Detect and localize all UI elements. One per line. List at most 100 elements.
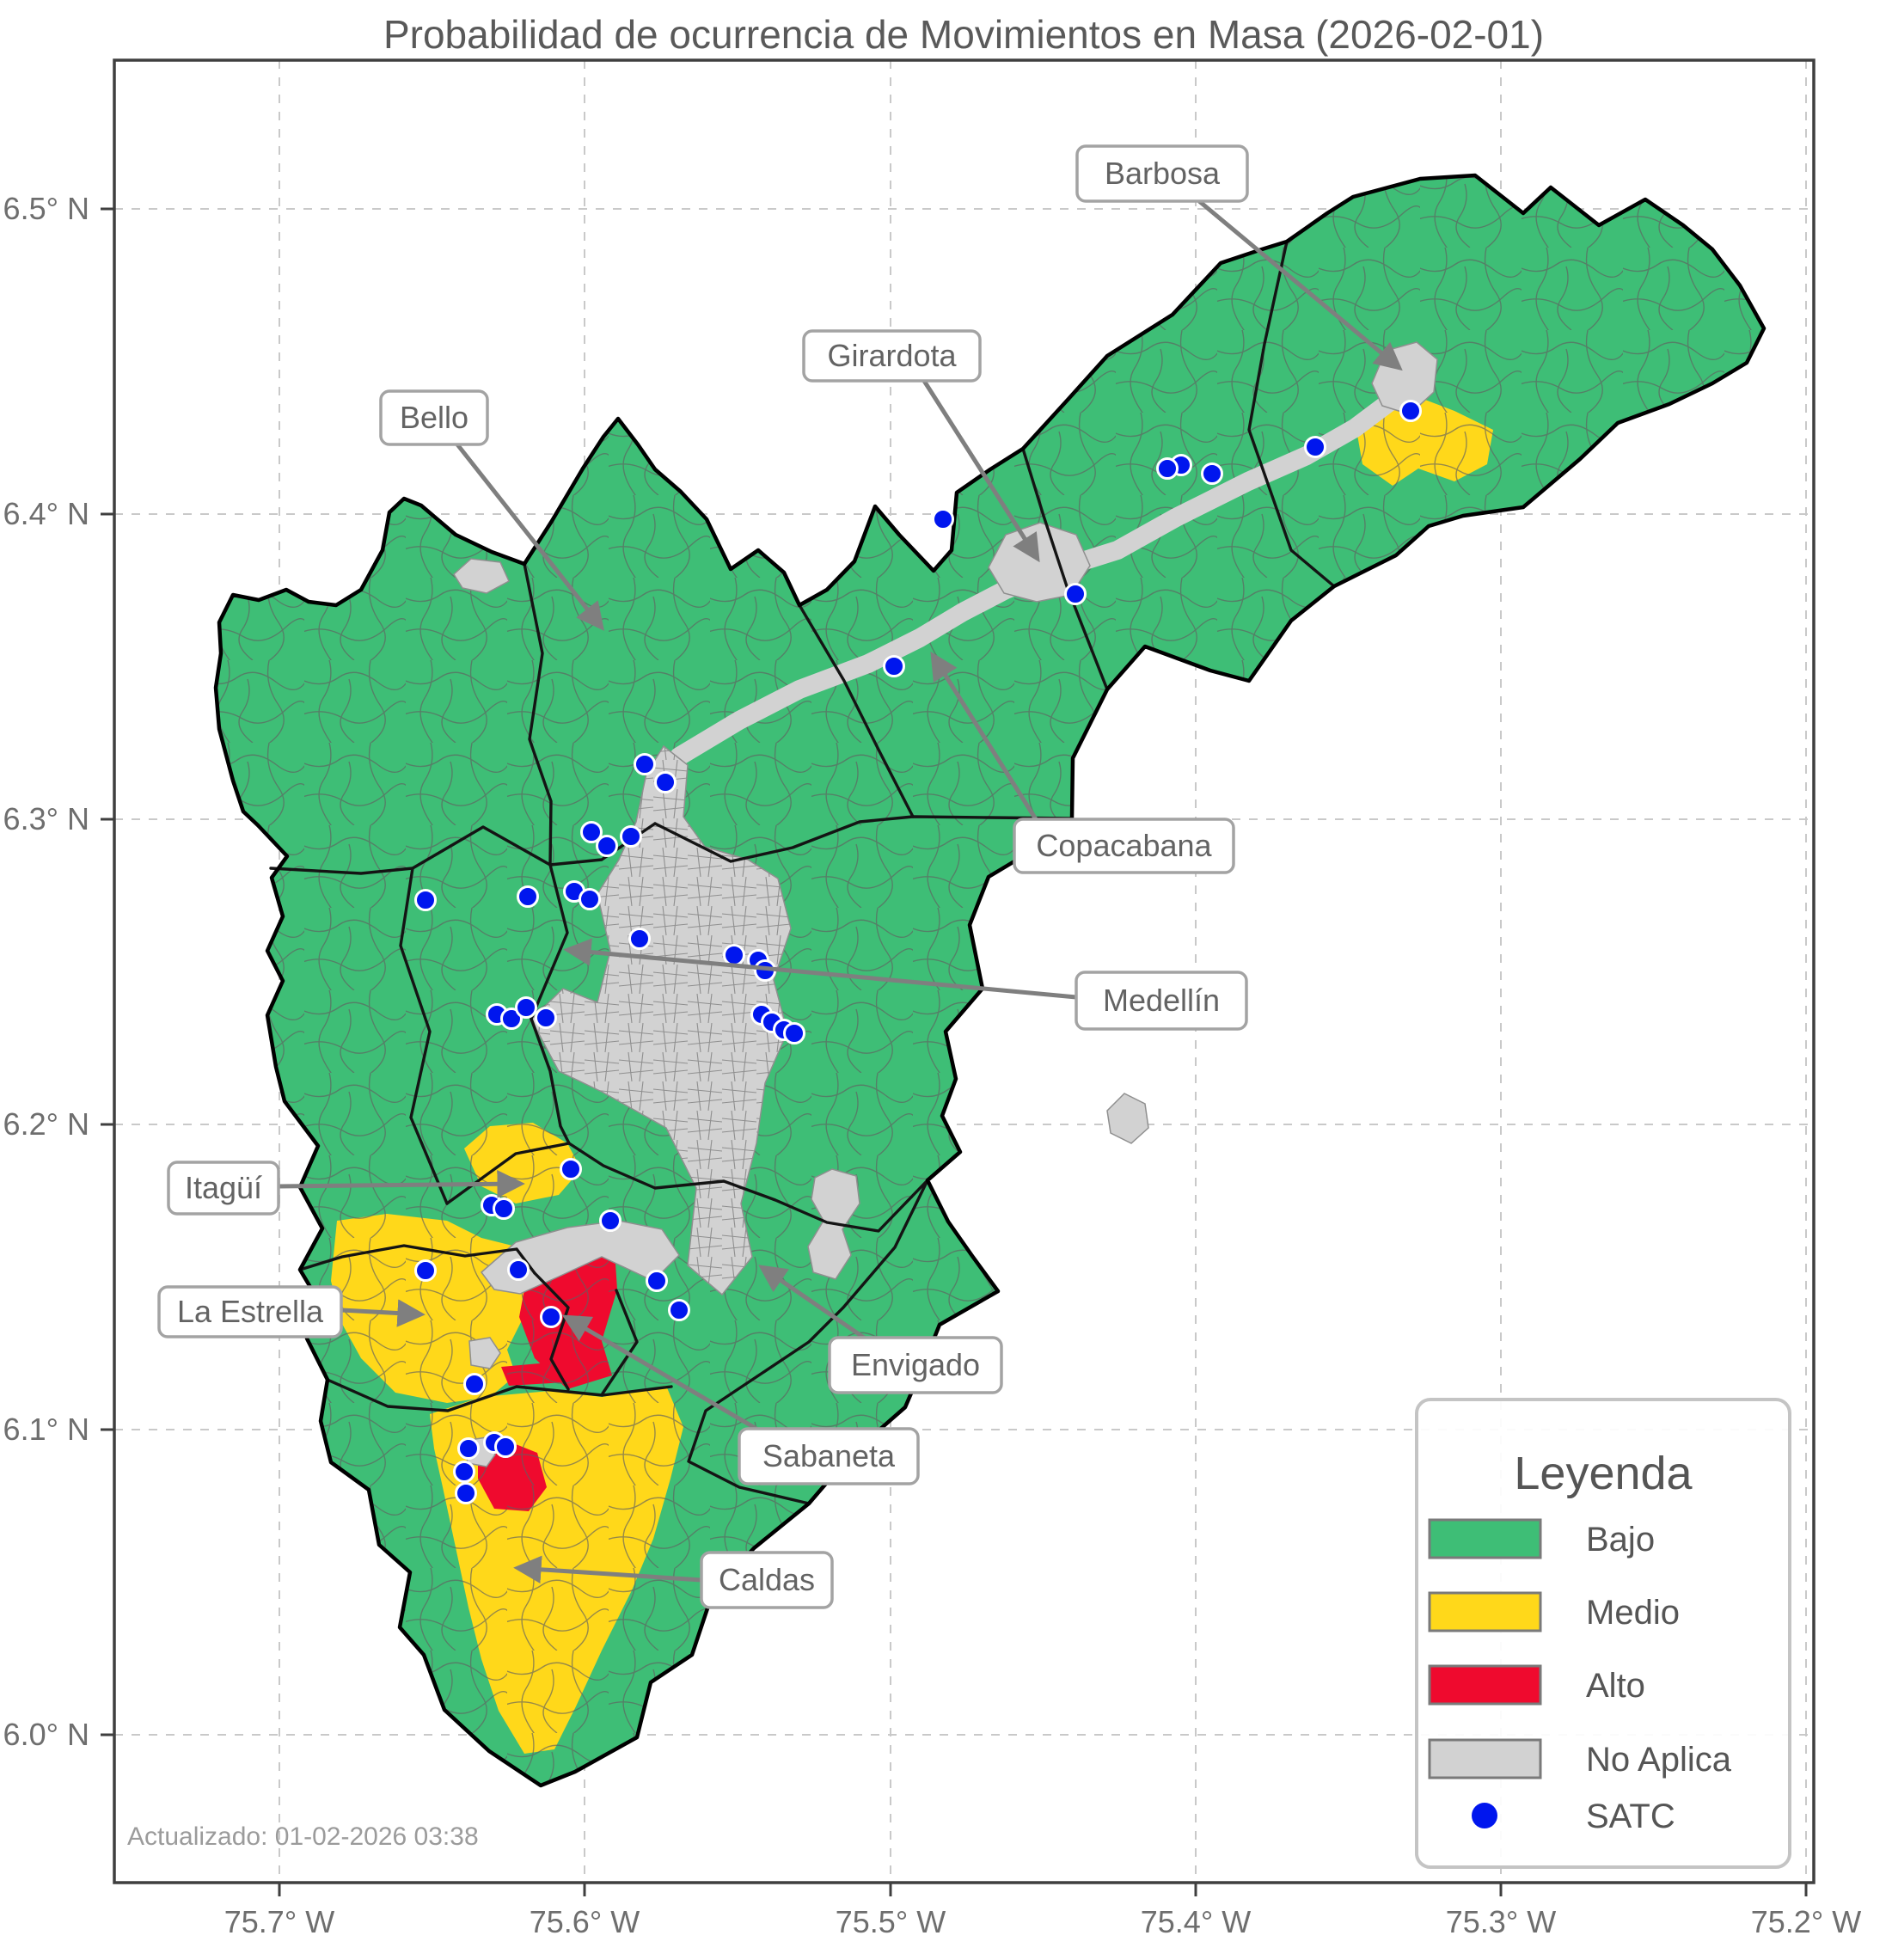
municipality-boundary bbox=[298, 1244, 536, 1275]
legend-label-satc: SATC bbox=[1586, 1798, 1675, 1835]
annotation-label-caldas: Caldas bbox=[719, 1562, 815, 1597]
satc-point bbox=[668, 1299, 690, 1321]
legend-swatch-medio bbox=[1428, 1591, 1542, 1632]
satc-point bbox=[455, 1482, 477, 1504]
region-no-aplica bbox=[453, 558, 510, 594]
legend: Leyenda Bajo Medio Alto No Aplica SATC bbox=[1415, 1398, 1791, 1869]
city-annotations: Barbosa Girardota Bello Copacabana Medellín I… bbox=[157, 144, 1403, 1609]
annotation-arrow-copacabana bbox=[930, 651, 1038, 821]
municipality-boundary bbox=[1247, 240, 1336, 588]
annotation-label-girardota: Girardota bbox=[827, 338, 957, 373]
satc-point bbox=[540, 1306, 562, 1328]
satc-point bbox=[507, 1259, 530, 1281]
satc-point bbox=[599, 1210, 621, 1232]
annotation-label-bello: Bello bbox=[400, 400, 468, 435]
region-no-aplica bbox=[480, 1220, 680, 1295]
satc-point bbox=[1064, 583, 1087, 605]
satc-point bbox=[634, 753, 656, 775]
annotation-box-girardota bbox=[802, 329, 982, 383]
annotation-box-itagui bbox=[167, 1161, 280, 1216]
annotation-arrow-bello bbox=[456, 443, 605, 631]
annotation-label-laestrella: La Estrella bbox=[177, 1294, 324, 1329]
satc-point bbox=[515, 996, 537, 1019]
x-tick-label: 75.4° W bbox=[1141, 1904, 1251, 1939]
satc-point bbox=[654, 771, 677, 793]
annotation-arrow-envigado bbox=[757, 1265, 866, 1340]
satc-point bbox=[463, 1373, 486, 1395]
y-tick-label: 6.0° N bbox=[3, 1717, 89, 1752]
legend-label-medio: Medio bbox=[1586, 1594, 1680, 1632]
legend-label-bajo: Bajo bbox=[1586, 1521, 1655, 1559]
legend-satc-dot bbox=[1472, 1803, 1497, 1828]
annotation-box-medellin bbox=[1075, 971, 1248, 1031]
municipality-boundary bbox=[1021, 447, 1109, 691]
annotation-arrow-laestrella bbox=[340, 1299, 426, 1327]
municipality-boundary bbox=[530, 1017, 571, 1145]
annotation-box-bello bbox=[379, 389, 489, 446]
annotation-box-laestrella bbox=[157, 1285, 343, 1338]
vereda-boundaries-texture bbox=[216, 175, 1764, 1785]
annotation-sabaneta: Sabaneta bbox=[561, 1314, 920, 1485]
municipality-boundary bbox=[445, 1142, 929, 1233]
satc-point bbox=[646, 1270, 668, 1292]
satc-point bbox=[414, 1259, 437, 1282]
annotation-label-envigado: Envigado bbox=[851, 1347, 980, 1382]
satc-point bbox=[453, 1461, 475, 1483]
x-tick-label: 75.5° W bbox=[836, 1904, 946, 1939]
annotation-laestrella: La Estrella bbox=[157, 1285, 426, 1338]
annotation-label-medellin: Medellín bbox=[1103, 983, 1220, 1018]
annotation-arrow-girardota bbox=[922, 379, 1040, 563]
annotation-envigado: Envigado bbox=[757, 1265, 1003, 1394]
map-regions bbox=[213, 173, 1766, 1788]
annotation-bello: Bello bbox=[379, 389, 605, 631]
satc-point bbox=[1201, 462, 1223, 485]
satc-point bbox=[457, 1437, 480, 1460]
satc-point bbox=[1304, 436, 1326, 458]
y-tick-label: 6.2° N bbox=[3, 1106, 89, 1142]
annotation-caldas: Caldas bbox=[513, 1551, 834, 1609]
municipality-boundary bbox=[798, 603, 915, 818]
satc-point bbox=[1399, 400, 1422, 422]
satc-point bbox=[883, 655, 905, 677]
municipality-boundary bbox=[601, 1289, 639, 1395]
satc-point bbox=[1156, 457, 1179, 480]
y-tick-label: 6.5° N bbox=[3, 191, 89, 226]
plot-border bbox=[113, 58, 1815, 1884]
annotation-arrow-medellin bbox=[563, 938, 1077, 1000]
legend-label-alto: Alto bbox=[1586, 1667, 1645, 1705]
municipality-boundary bbox=[523, 562, 553, 867]
region-no-aplica bbox=[468, 1337, 501, 1369]
municipality-boundary bbox=[530, 863, 569, 1020]
satc-point bbox=[517, 885, 539, 908]
municipality-boundary bbox=[326, 1378, 673, 1412]
legend-swatch-no-aplica bbox=[1428, 1738, 1542, 1779]
metro-area-outline bbox=[213, 173, 1766, 1788]
annotation-box-barbosa bbox=[1075, 144, 1249, 203]
municipality-boundary bbox=[269, 822, 657, 875]
legend-swatch-alto bbox=[1428, 1664, 1542, 1706]
y-tick-label: 6.1° N bbox=[3, 1412, 89, 1447]
x-tick-label: 75.3° W bbox=[1446, 1904, 1556, 1939]
legend-label-no-aplica: No Aplica bbox=[1586, 1741, 1732, 1779]
annotation-label-barbosa: Barbosa bbox=[1105, 156, 1221, 191]
legend-swatch-bajo bbox=[1428, 1518, 1542, 1559]
annotation-box-copacabana bbox=[1013, 818, 1235, 874]
region-no-aplica-urban bbox=[530, 744, 792, 1296]
satc-point bbox=[535, 1007, 557, 1029]
municipality-boundary bbox=[399, 867, 449, 1205]
satc-point bbox=[783, 1022, 805, 1044]
satc-point bbox=[414, 889, 437, 911]
annotation-label-itagui: Itagüí bbox=[185, 1170, 262, 1205]
municipality-boundary bbox=[653, 815, 1074, 863]
annotation-label-copacabana: Copacabana bbox=[1036, 828, 1212, 863]
satc-point bbox=[620, 825, 642, 848]
updated-timestamp: Actualizado: 01-02-2026 03:38 bbox=[127, 1822, 479, 1851]
satc-stations bbox=[414, 400, 1422, 1504]
satc-point bbox=[723, 944, 745, 966]
plot-frame: 75.7° W 75.6° W 75.5° W 75.4° W 75.3° W … bbox=[3, 58, 1861, 1939]
y-tick-label: 6.4° N bbox=[3, 496, 89, 531]
municipality-boundary bbox=[533, 1271, 570, 1391]
annotation-arrow-sabaneta bbox=[561, 1314, 758, 1431]
figure-title: Probabilidad de ocurrencia de Movimiento… bbox=[383, 12, 1544, 57]
annotation-arrow-barbosa bbox=[1197, 199, 1403, 371]
